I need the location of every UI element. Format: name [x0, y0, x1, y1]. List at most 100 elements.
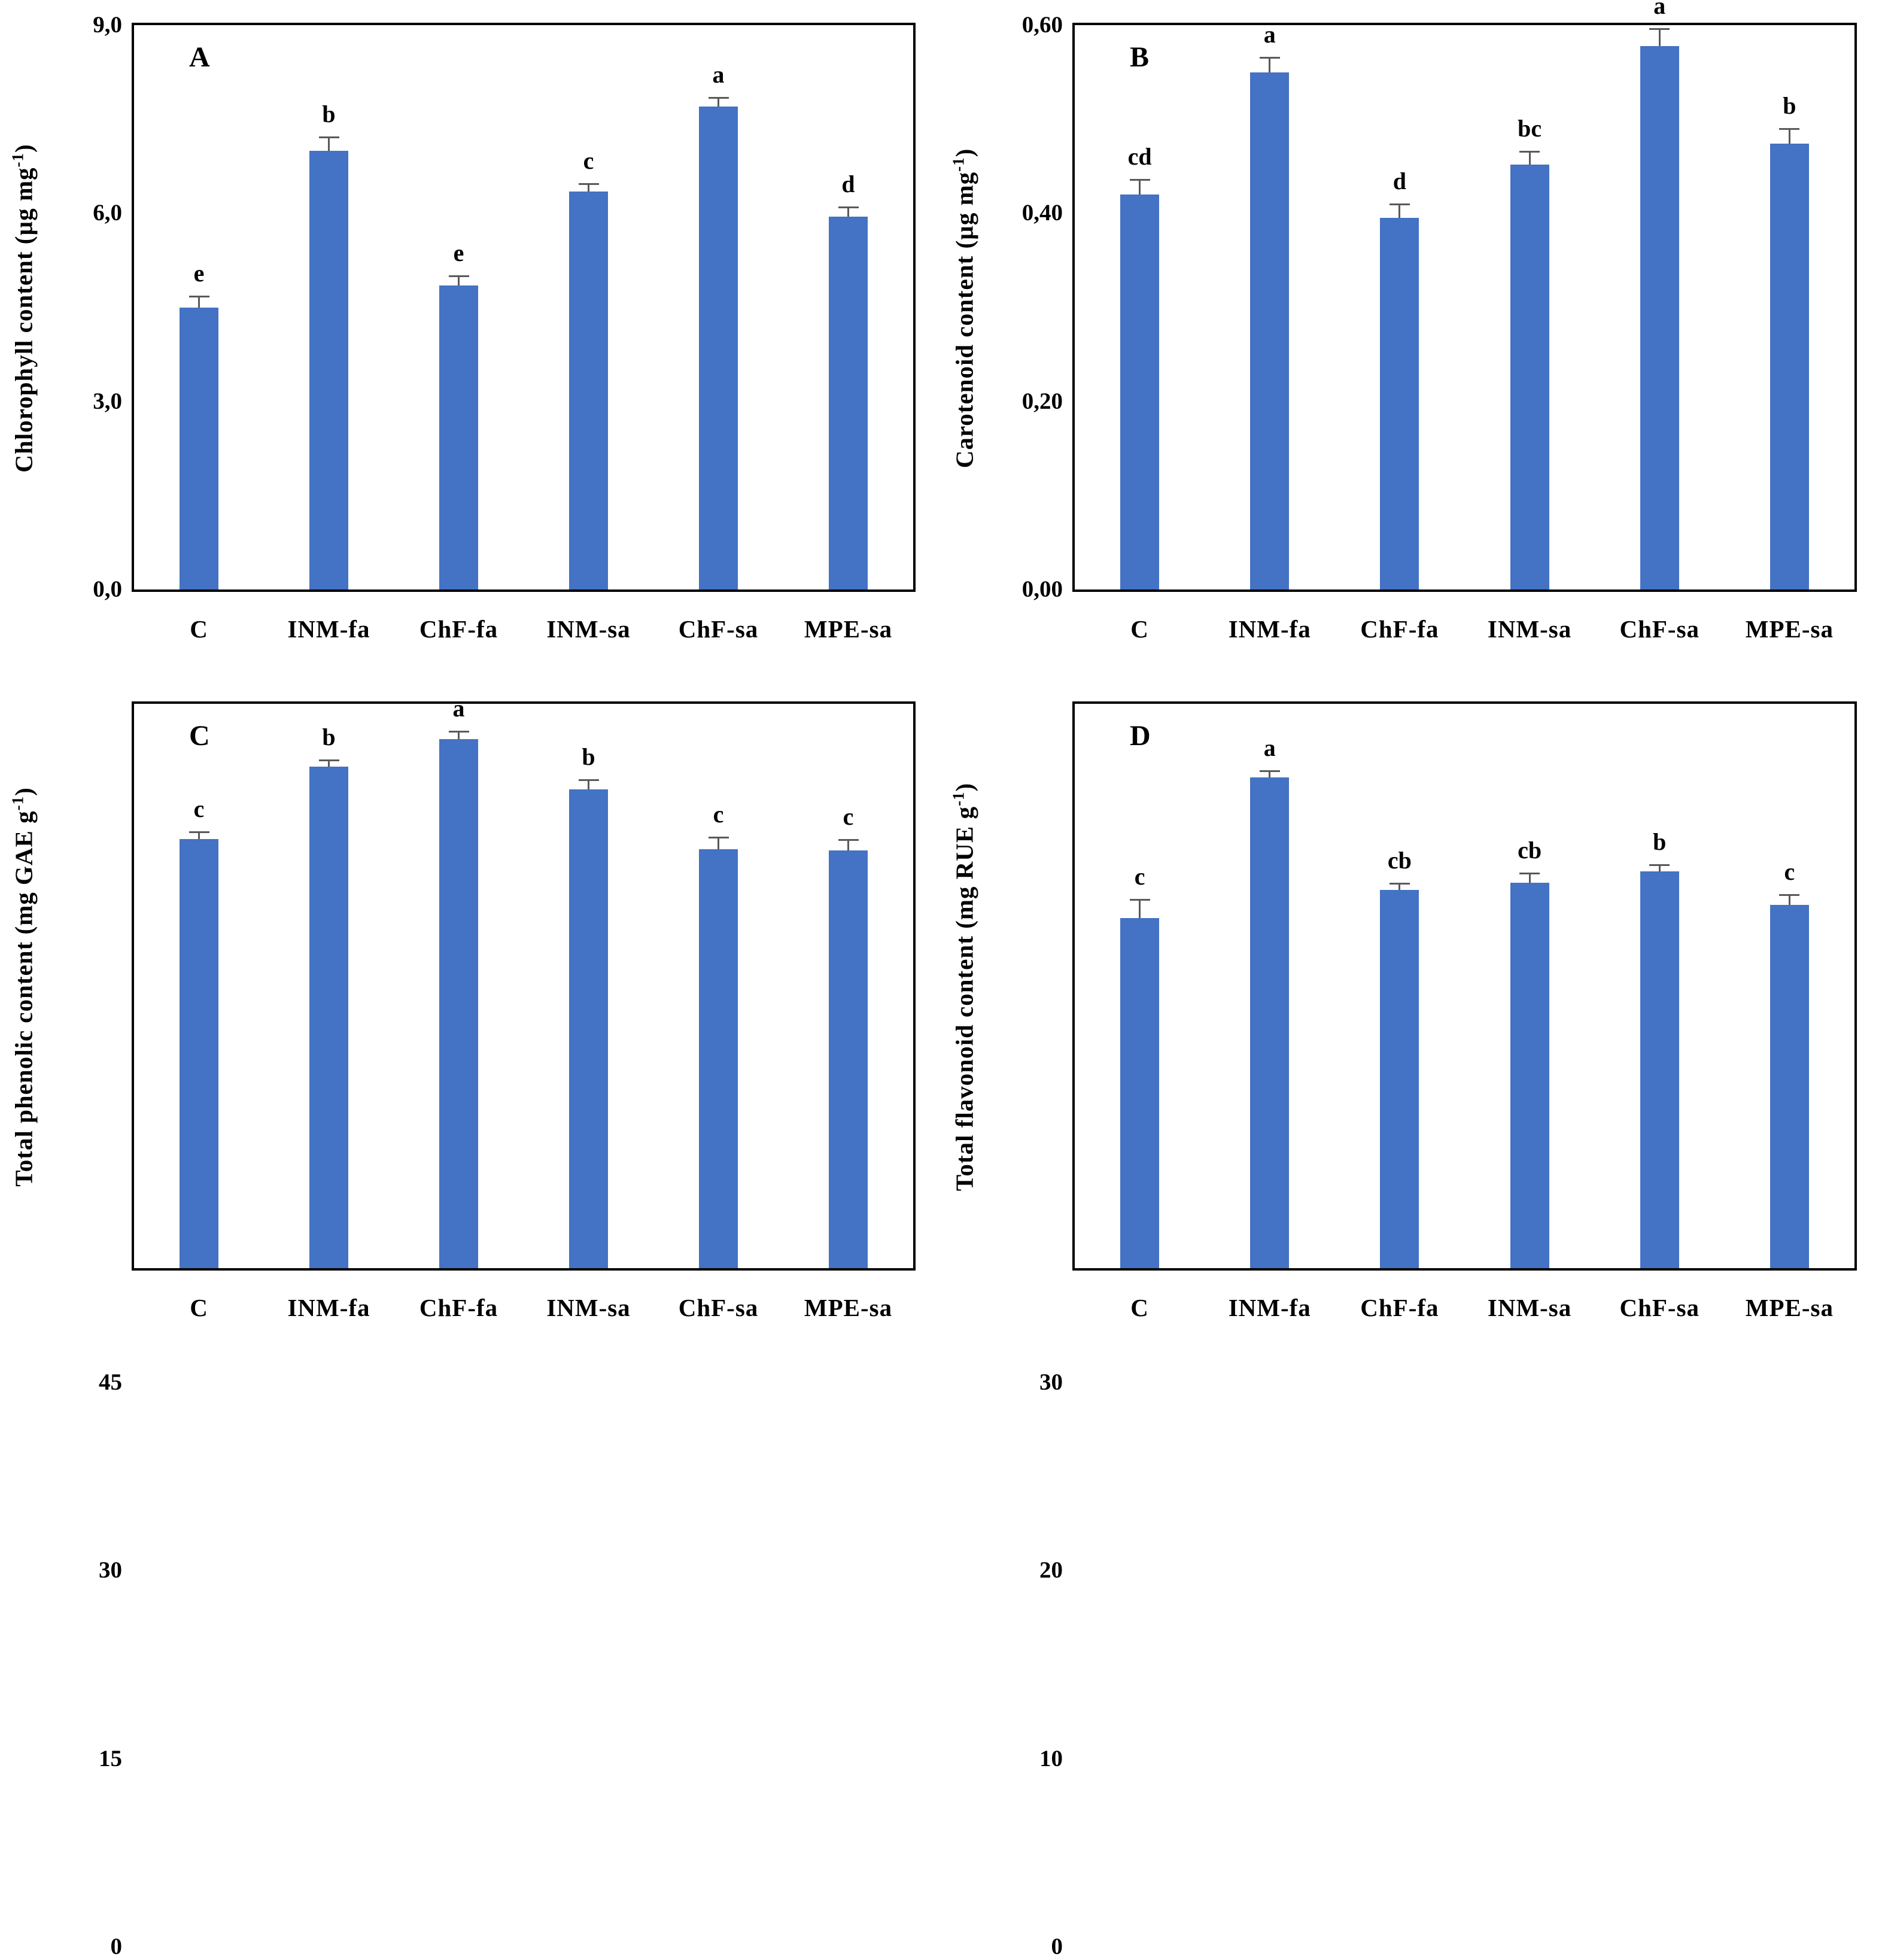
x-tick-label: INM-fa: [287, 1294, 370, 1322]
bar-ChF-sa: [699, 107, 738, 590]
panel-label: C: [189, 720, 210, 752]
error-bar-cap: [1259, 770, 1280, 772]
x-tick-label: ChF-sa: [678, 615, 759, 643]
error-bar-line: [1528, 873, 1531, 883]
error-bar-cap: [448, 731, 469, 733]
y-tick-label: 6,0: [93, 200, 122, 226]
y-tick-label: 30: [99, 1557, 122, 1584]
plot-column: C c b a b c c C INM-fa ChF-fa INM-sa ChF-sa MPE-sa: [132, 679, 941, 1357]
error-bar-line: [458, 731, 460, 739]
y-axis-title: Total flavonoid content (mg RUE g-1): [950, 783, 979, 1191]
error-bar-line: [847, 206, 849, 217]
plot-column: A e b e c a d C INM-fa ChF-fa INM-sa ChF-sa MPE-sa: [132, 0, 941, 679]
y-tick-label: 0,00: [1021, 576, 1063, 602]
panel-total-flavonoid: Total flavonoid content (mg RUE g-1) 0 10…: [941, 679, 1882, 1959]
y-axis-title-superscript: -1: [8, 795, 27, 811]
y-axis-title-close: ): [950, 782, 978, 792]
panel-carotenoid: Carotenoid content (µg mg-1) 0,00 0,20 0,4…: [941, 0, 1882, 679]
x-tick-label: C: [1130, 1294, 1149, 1322]
significance-letter: a: [1653, 0, 1666, 20]
bar-INM-sa: [569, 789, 608, 1269]
error-bar-line: [1788, 895, 1790, 905]
y-axis-title-text: Carotenoid content (µg mg: [950, 171, 978, 469]
error-bar-line: [458, 276, 460, 285]
y-axis-title: Carotenoid content (µg mg-1): [950, 148, 979, 469]
bar-C: [1120, 918, 1160, 1269]
error-bar-cap: [1129, 178, 1150, 181]
significance-letter: c: [1784, 858, 1795, 886]
x-tick-label: C: [190, 615, 208, 643]
bar-ChF-fa: [439, 285, 478, 590]
significance-letter: b: [1783, 92, 1796, 119]
error-bar-cap: [318, 759, 339, 762]
x-tick-label: C: [1130, 615, 1149, 643]
error-bar-line: [328, 136, 330, 151]
y-tick-label: 45: [99, 1369, 122, 1395]
y-axis-title-strip: Carotenoid content (µg mg-1): [941, 0, 987, 679]
error-bar-line: [588, 184, 589, 192]
x-tick-label: ChF-fa: [1360, 1294, 1439, 1322]
bar-C: [180, 839, 218, 1269]
bar-ChF-fa: [1380, 218, 1419, 590]
significance-letter: cb: [1518, 836, 1542, 864]
y-axis-ticks: 0,00 0,20 0,40 0,60: [987, 0, 1072, 679]
x-axis-labels: C INM-fa ChF-fa INM-sa ChF-sa MPE-sa: [132, 1271, 916, 1357]
error-bar-cap: [708, 96, 729, 99]
error-bar-line: [717, 837, 719, 850]
y-tick-label: 0: [1051, 1934, 1063, 1959]
y-axis-ticks: 0 15 30 45: [47, 679, 132, 1959]
error-bar-line: [198, 296, 200, 308]
x-tick-label: C: [190, 1294, 208, 1322]
panel-label: D: [1130, 720, 1151, 752]
plot-area: A e b e c a d: [132, 23, 916, 592]
y-tick-label: 0,20: [1021, 388, 1063, 414]
x-tick-label: INM-fa: [1228, 1294, 1311, 1322]
x-tick-label: INM-sa: [546, 1294, 631, 1322]
plot-column: B cd a d bc a b C INM-fa ChF-fa INM-sa ChF-sa MPE-…: [1072, 0, 1882, 679]
error-bar-line: [1398, 883, 1401, 891]
error-bar-cap: [1779, 127, 1800, 130]
error-bar-line: [717, 97, 719, 107]
y-axis-title-close: ): [950, 148, 978, 157]
bar-ChF-fa: [1380, 890, 1419, 1269]
bar-INM-sa: [569, 191, 608, 590]
significance-letter: e: [453, 239, 464, 267]
x-tick-label: MPE-sa: [804, 615, 893, 643]
y-tick-label: 9,0: [93, 12, 122, 38]
bar-C: [180, 307, 218, 590]
x-tick-label: INM-sa: [546, 615, 631, 643]
y-axis-title-close: ): [10, 787, 38, 796]
significance-letter: c: [713, 801, 724, 828]
y-axis-ticks: 0,0 3,0 6,0 9,0: [47, 0, 132, 679]
error-bar-line: [1139, 179, 1141, 195]
y-tick-label: 0,60: [1021, 12, 1063, 38]
bar-MPE-sa: [829, 850, 868, 1269]
error-bar-cap: [1389, 883, 1410, 885]
significance-letter: b: [322, 100, 336, 127]
error-bar-line: [1269, 770, 1271, 777]
y-tick-label: 20: [1039, 1557, 1063, 1584]
error-bar-cap: [1649, 864, 1670, 866]
error-bar-cap: [1129, 898, 1150, 901]
significance-letter: c: [583, 147, 594, 175]
x-axis-labels: C INM-fa ChF-fa INM-sa ChF-sa MPE-sa: [1072, 592, 1857, 679]
significance-letter: e: [193, 259, 205, 287]
x-axis-labels: C INM-fa ChF-fa INM-sa ChF-sa MPE-sa: [132, 592, 916, 679]
x-tick-label: INM-sa: [1487, 1294, 1572, 1322]
bar-MPE-sa: [1769, 905, 1809, 1269]
bar-ChF-sa: [699, 849, 738, 1269]
bar-INM-sa: [1510, 164, 1549, 590]
significance-letter: c: [1134, 862, 1145, 890]
y-axis-title-text: Chlorophyll content (µg mg: [10, 167, 38, 473]
error-bar-cap: [188, 831, 209, 833]
error-bar-cap: [1259, 56, 1280, 59]
figure-four-panel-bar-charts: Chlorophyll content (µg mg-1) 0,0 3,0 6,0 9…: [8, 0, 1882, 1959]
y-tick-label: 0: [110, 1934, 123, 1959]
y-axis-ticks: 0 10 20 30: [987, 679, 1072, 1959]
x-tick-label: INM-fa: [1228, 615, 1311, 643]
bar-INM-fa: [1250, 72, 1290, 590]
bar-INM-fa: [1250, 777, 1290, 1269]
error-bar-cap: [1779, 894, 1800, 897]
error-bar-cap: [578, 183, 599, 186]
bar-ChF-sa: [1640, 871, 1679, 1269]
